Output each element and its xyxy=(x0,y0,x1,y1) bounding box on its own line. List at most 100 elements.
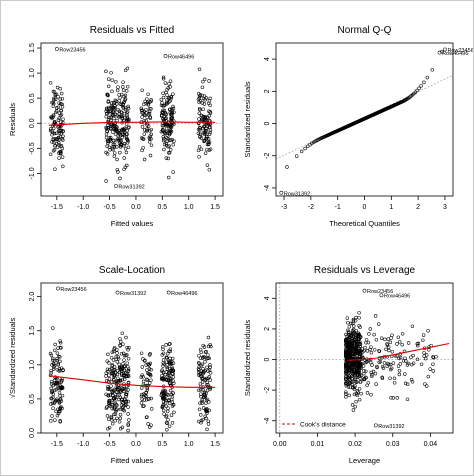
data-point xyxy=(353,404,358,409)
data-point xyxy=(167,373,172,378)
data-point xyxy=(344,395,348,399)
data-point xyxy=(51,326,55,330)
data-point xyxy=(126,373,130,378)
data-point xyxy=(105,414,110,418)
data-point xyxy=(168,388,173,393)
data-point xyxy=(355,393,360,398)
data-point xyxy=(409,355,413,359)
data-point xyxy=(402,98,407,103)
data-point xyxy=(347,345,351,349)
data-point xyxy=(162,103,166,108)
data-point xyxy=(115,407,119,411)
data-point xyxy=(118,133,123,138)
data-point xyxy=(120,365,124,369)
data-point xyxy=(120,331,125,336)
data-point xyxy=(118,407,123,412)
data-point xyxy=(51,113,56,117)
data-point xyxy=(348,385,352,389)
data-point xyxy=(310,141,314,146)
data-point xyxy=(118,145,123,149)
data-point xyxy=(357,316,361,320)
data-point xyxy=(167,81,171,86)
data-point xyxy=(147,381,152,385)
data-point xyxy=(104,406,109,411)
outlier-label: Row31392 xyxy=(378,424,404,430)
data-point xyxy=(207,167,212,172)
data-point xyxy=(168,85,172,89)
data-point xyxy=(56,354,61,359)
data-point xyxy=(49,353,54,358)
data-point xyxy=(303,146,307,151)
data-point xyxy=(111,138,116,143)
outlier-label: Row46496 xyxy=(384,294,410,300)
data-point xyxy=(60,97,65,101)
data-point xyxy=(140,373,144,377)
data-point xyxy=(118,344,122,348)
data-point xyxy=(121,373,126,378)
data-point xyxy=(110,371,114,375)
data-point xyxy=(122,358,126,362)
data-point xyxy=(139,401,144,405)
data-point xyxy=(55,145,60,150)
data-point xyxy=(49,396,53,401)
data-point xyxy=(121,80,125,84)
data-point xyxy=(162,147,166,152)
data-point xyxy=(197,117,201,121)
data-point xyxy=(172,381,176,385)
data-point xyxy=(167,107,172,112)
data-point xyxy=(165,427,169,432)
data-point xyxy=(142,398,146,402)
data-point xyxy=(198,413,203,417)
data-point xyxy=(362,369,366,373)
data-point xyxy=(198,382,203,386)
data-point xyxy=(159,113,164,118)
data-point xyxy=(124,392,129,397)
data-point xyxy=(207,132,212,136)
data-point xyxy=(59,346,63,350)
data-point xyxy=(58,102,63,106)
data-point xyxy=(204,409,208,413)
data-point xyxy=(108,393,112,397)
data-point xyxy=(168,347,173,351)
data-point xyxy=(364,369,368,374)
data-point xyxy=(198,126,202,130)
data-point xyxy=(49,368,53,373)
data-point xyxy=(168,99,172,103)
data-point xyxy=(391,361,396,365)
data-point xyxy=(410,324,415,329)
data-point xyxy=(163,401,168,405)
data-point xyxy=(203,414,207,419)
data-point xyxy=(109,356,114,360)
data-point xyxy=(111,377,116,382)
outlier-label: Row31392 xyxy=(284,191,310,197)
data-point xyxy=(49,371,53,375)
data-point xyxy=(350,373,355,378)
y-tick-label: 4 xyxy=(264,296,271,300)
data-point xyxy=(58,383,62,388)
data-point xyxy=(160,345,165,349)
data-point xyxy=(145,97,149,101)
data-point xyxy=(107,425,112,430)
data-point xyxy=(122,408,127,413)
data-point xyxy=(199,350,203,355)
data-point xyxy=(145,388,150,392)
data-point xyxy=(140,365,145,369)
data-point xyxy=(345,351,350,356)
data-point xyxy=(199,388,203,392)
data-point xyxy=(108,367,112,372)
data-point xyxy=(58,151,63,156)
data-point xyxy=(198,128,202,132)
data-point xyxy=(115,157,119,162)
data-point xyxy=(149,396,153,401)
data-point xyxy=(368,347,372,352)
data-point xyxy=(118,416,123,421)
data-point xyxy=(126,412,130,416)
data-point xyxy=(397,356,401,361)
data-point xyxy=(346,320,350,325)
plot-title: Normal Q-Q xyxy=(338,25,392,36)
data-point xyxy=(55,356,59,361)
data-point xyxy=(118,412,123,417)
data-point xyxy=(207,113,211,118)
data-point xyxy=(208,365,212,369)
